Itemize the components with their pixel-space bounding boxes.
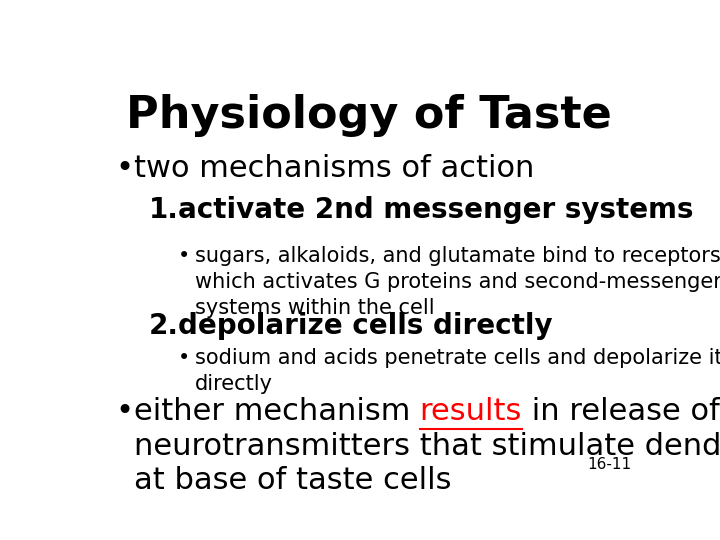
Text: either mechanism: either mechanism <box>133 397 420 427</box>
Text: Physiology of Taste: Physiology of Taste <box>126 94 612 137</box>
Text: sodium and acids penetrate cells and depolarize it
directly: sodium and acids penetrate cells and dep… <box>195 348 720 394</box>
Text: •: • <box>178 348 190 368</box>
Text: in release of: in release of <box>522 397 720 427</box>
Text: activate 2nd messenger systems: activate 2nd messenger systems <box>178 196 693 224</box>
Text: at base of taste cells: at base of taste cells <box>133 465 451 495</box>
Text: •: • <box>115 397 133 427</box>
Text: •: • <box>115 154 133 183</box>
Text: 2.: 2. <box>148 312 179 340</box>
Text: •: • <box>178 246 190 266</box>
Text: 1.: 1. <box>148 196 179 224</box>
Text: depolarize cells directly: depolarize cells directly <box>178 312 553 340</box>
Text: neurotransmitters that stimulate dendrites: neurotransmitters that stimulate dendrit… <box>133 431 720 461</box>
Text: two mechanisms of action: two mechanisms of action <box>133 154 534 183</box>
Text: 16-11: 16-11 <box>587 457 631 472</box>
Text: sugars, alkaloids, and glutamate bind to receptors
which activates G proteins an: sugars, alkaloids, and glutamate bind to… <box>195 246 720 319</box>
Text: results: results <box>420 397 522 427</box>
